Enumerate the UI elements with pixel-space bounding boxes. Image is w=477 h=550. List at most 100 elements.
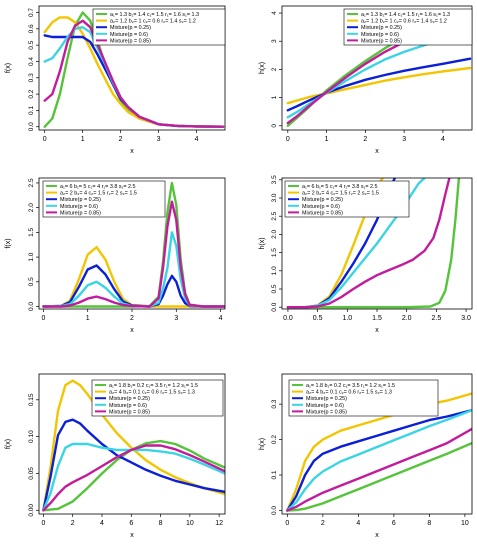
- chart-panel-6: 0 2 4 6 8 10 0.0 0.1 0.2 0.3 x h(x) a₁= 1.8 b₁= 0.2 …: [259, 373, 473, 539]
- chart-panel-3: 0 1 2 3 4 0.0 0.5 1.0 1.5 2.0 2.5 x f(x) a₁= 6 b₁= 5 …: [5, 177, 226, 334]
- y-axis-label: h(x): [259, 237, 266, 249]
- y-tick-label: 3: [271, 39, 278, 43]
- legend-label: Mixture(p = 0.85): [361, 38, 402, 44]
- x-tick-label: 4: [356, 520, 360, 527]
- series-line-5: [286, 427, 472, 512]
- legend-label: Mixture(p = 0.25): [306, 396, 347, 402]
- legend-label: Mixture(p = 0.6): [306, 403, 344, 409]
- legend-label: Mixture(p = 0.85): [302, 210, 343, 216]
- x-axis-label: x: [375, 532, 379, 539]
- x-tick-label: 10: [461, 520, 469, 527]
- legend-label: Mixture(p = 0.6): [361, 32, 399, 38]
- series-line-2: [286, 66, 472, 105]
- series-line-4: [286, 31, 472, 119]
- legend-label: Mixture(p = 0.85): [110, 38, 151, 44]
- legend: a₁= 1.3 b₁= 1.4 c₁= 1.5 r₁= 1.6 s₁= 1.3a…: [92, 8, 226, 46]
- y-tick-label: 0.5: [28, 40, 35, 49]
- legend-label: Mixture(p = 0.6): [60, 204, 98, 210]
- x-tick-label: 2.5: [432, 315, 442, 322]
- y-tick-label: 0.0: [28, 122, 35, 131]
- x-tick-label: 3.0: [461, 315, 471, 322]
- x-tick-label: 6: [392, 520, 396, 527]
- x-axis-label: x: [130, 327, 134, 334]
- legend: a₁= 6 b₁= 5 c₁= 4 r₁= 3.8 s₁= 2.5a₂= 2 b…: [42, 180, 166, 218]
- legend-label: Mixture(p = 0.25): [109, 396, 150, 402]
- y-tick-label: 0.2: [271, 435, 278, 444]
- x-tick-label: 0: [285, 520, 289, 527]
- legend-label: Mixture(p = 0.25): [60, 197, 101, 203]
- x-tick-label: 10: [186, 520, 194, 527]
- x-tick-label: 0.0: [283, 315, 293, 322]
- x-tick-label: 4: [195, 136, 199, 143]
- x-tick-label: 3: [402, 136, 406, 143]
- x-tick-label: 1: [86, 315, 90, 322]
- y-axis-label: f(x): [5, 63, 12, 73]
- x-tick-label: 6: [129, 520, 133, 527]
- legend-label: a₁= 6 b₁= 5 c₁= 4 r₁= 3.8 s₁= 2.5: [302, 184, 377, 190]
- legend-label: Mixture(p = 0.85): [60, 210, 101, 216]
- series-line-4: [286, 409, 472, 512]
- x-tick-label: 1.0: [342, 315, 352, 322]
- y-axis-label: h(x): [259, 438, 266, 450]
- x-tick-label: 8: [159, 520, 163, 527]
- x-tick-label: 3: [157, 136, 161, 143]
- legend-label: a₁= 6 b₁= 5 c₁= 4 r₁= 3.8 s₁= 2.5: [60, 184, 135, 190]
- y-tick-label: 0.15: [28, 393, 35, 406]
- legend-label: Mixture(p = 0.25): [110, 25, 151, 31]
- x-tick-label: 2: [119, 136, 123, 143]
- series-line-3: [286, 57, 472, 112]
- y-tick-label: 0.3: [271, 399, 278, 408]
- x-axis-label: x: [375, 327, 379, 334]
- plot-frame: [281, 373, 473, 515]
- y-axis-label: f(x): [5, 439, 12, 449]
- y-tick-label: 1.5: [271, 248, 278, 257]
- series-line-2: [42, 379, 225, 512]
- series-line-3: [286, 409, 472, 512]
- legend-label: a₂= 1.2 b₂= 1 c₂= 0.6 r₂= 1.4 s₂= 1.2: [361, 19, 447, 25]
- legend-label: Mixture(p = 0.85): [109, 409, 150, 415]
- y-tick-label: 0.0: [271, 302, 278, 311]
- y-tick-label: 0.2: [28, 89, 35, 98]
- legend-label: a₂= 4 b₂= 0.1 c₂= 0.6 r₂= 1.5 s₂= 1.3: [109, 390, 195, 396]
- plot-frame: [38, 373, 226, 515]
- plot-frame: [281, 5, 473, 131]
- x-tick-label: 4: [100, 520, 104, 527]
- legend-label: a₂= 1.2 b₂= 1 c₂= 0.6 r₂= 1.4 s₂= 1.2: [110, 19, 196, 25]
- x-axis-label: x: [130, 532, 134, 539]
- x-tick-label: 0: [43, 136, 47, 143]
- legend-label: Mixture(p = 0.25): [302, 197, 343, 203]
- legend-label: Mixture(p = 0.6): [110, 32, 148, 38]
- legend: a₁= 1.3 b₁= 1.4 c₁= 1.5 r₁= 1.6 s₁= 1.3a…: [343, 8, 473, 46]
- x-tick-label: 1: [325, 136, 329, 143]
- y-axis-label: h(x): [259, 62, 266, 74]
- chart-panel-5: 0 2 4 6 8 10 12 0.00 0.05 0.10 0.15 x f(x) a₁= 1.8 b₁…: [5, 373, 226, 539]
- y-tick-label: 2.5: [28, 178, 35, 187]
- legend-label: a₂= 4 b₂= 0.1 c₂= 0.6 r₂= 1.5 s₂= 1.3: [306, 390, 392, 396]
- series-line-5: [43, 19, 225, 128]
- y-tick-label: 4: [271, 11, 278, 15]
- y-tick-label: 0.0: [28, 302, 35, 311]
- series-line-3: [42, 418, 225, 512]
- y-tick-label: 2.5: [271, 211, 278, 220]
- y-tick-label: 1.0: [28, 252, 35, 261]
- y-tick-label: 0.0: [271, 506, 278, 515]
- y-tick-label: 1.5: [28, 227, 35, 236]
- legend: a₁= 1.8 b₁= 0.2 c₁= 3.5 r₁= 1.2 s₁= 1.5a…: [91, 379, 224, 417]
- x-tick-label: 3: [174, 315, 178, 322]
- x-tick-label: 2: [130, 315, 134, 322]
- series-line-5: [42, 444, 225, 512]
- plot-frame: [38, 5, 226, 131]
- y-tick-label: 0.4: [28, 57, 35, 66]
- legend-label: a₁= 1.3 b₁= 1.4 c₁= 1.5 r₁= 1.6 s₁= 1.3: [361, 12, 450, 18]
- legend-label: a₁= 1.3 b₁= 1.4 c₁= 1.5 r₁= 1.6 s₁= 1.3: [110, 12, 199, 18]
- series-line-5: [42, 200, 225, 308]
- y-tick-label: 0.1: [28, 106, 35, 115]
- legend-label: a₂= 2 b₂= 4 c₂= 1.5 r₂= 2 s₂= 1.5: [302, 191, 379, 197]
- legend-box: [42, 180, 166, 218]
- y-tick-label: 2: [271, 67, 278, 71]
- x-tick-label: 0.5: [313, 315, 323, 322]
- series-line-5: [286, 178, 451, 309]
- x-tick-label: 1.5: [372, 315, 382, 322]
- x-tick-label: 12: [215, 520, 223, 527]
